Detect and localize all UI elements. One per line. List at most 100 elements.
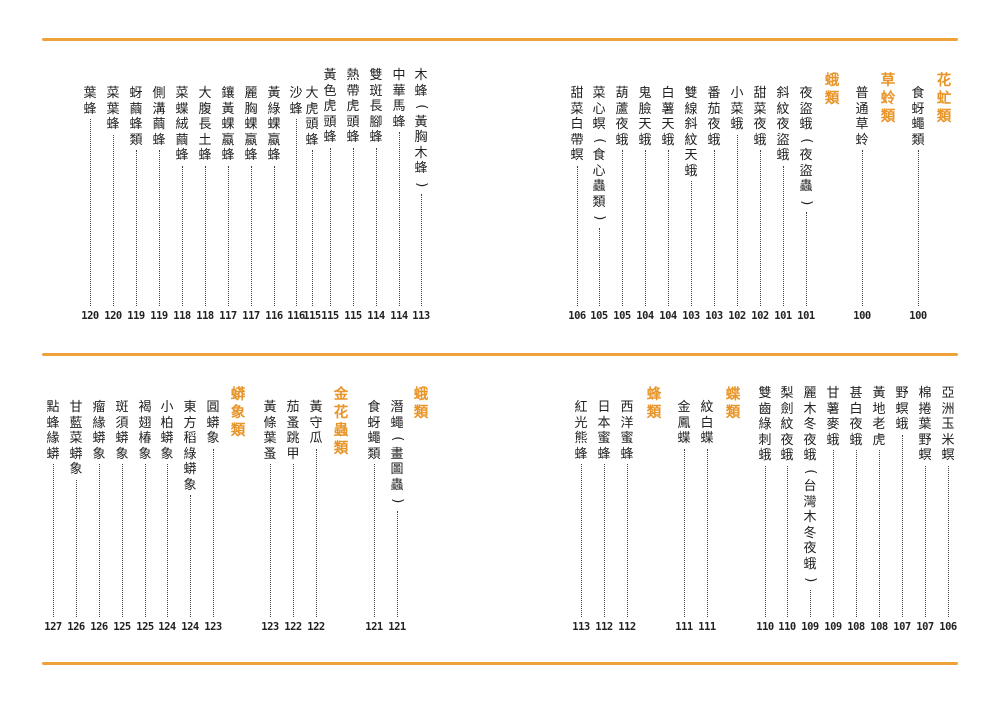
toc-entry[interactable]: 紅光熊蜂 113 bbox=[571, 400, 591, 633]
toc-entry[interactable]: 點蜂緣蟒 127 bbox=[43, 400, 63, 633]
entry-title: 大虎頭蜂 bbox=[305, 86, 319, 148]
toc-entry[interactable]: 茄蚤跳甲 122 bbox=[283, 400, 303, 633]
toc-entry[interactable]: 葉蜂 120 bbox=[80, 86, 100, 322]
page-number: 103 bbox=[682, 310, 700, 322]
toc-entry[interactable]: 中華馬蜂 114 bbox=[389, 68, 409, 322]
page-number: 116 bbox=[287, 310, 305, 322]
toc-entry[interactable]: 麗木冬夜蛾(台灣木冬夜蛾) 109 bbox=[800, 386, 820, 633]
entry-title: 黃條葉蚤 bbox=[263, 400, 277, 462]
page-number: 125 bbox=[113, 621, 131, 633]
entry-title: 甚白夜蛾 bbox=[849, 386, 863, 448]
toc-entry[interactable]: 黃地老虎 108 bbox=[869, 386, 889, 633]
toc-entry[interactable]: 甘薯麥蛾 109 bbox=[823, 386, 843, 633]
toc-entry[interactable]: 熱帶虎頭蜂 115 bbox=[343, 68, 363, 322]
dot-leader bbox=[315, 448, 317, 617]
dot-leader bbox=[181, 165, 183, 306]
toc-entry[interactable]: 東方稻綠蟒象 124 bbox=[180, 400, 200, 633]
toc-entry[interactable]: 食蚜蠅類 121 bbox=[364, 400, 384, 633]
dot-leader bbox=[212, 448, 214, 617]
toc-entry[interactable]: 雙線斜紋天蛾 103 bbox=[681, 86, 701, 322]
toc-entry[interactable]: 鑲黃蜾蠃蜂 117 bbox=[218, 86, 238, 322]
entry-title: 鑲黃蜾蠃蜂 bbox=[221, 86, 235, 163]
dot-leader bbox=[947, 465, 949, 617]
toc-entry[interactable]: 白薯天蛾 104 bbox=[658, 86, 678, 322]
toc-entry[interactable]: 斑須蟒象 125 bbox=[112, 400, 132, 633]
toc-entry[interactable]: 小菜蛾 102 bbox=[727, 86, 747, 322]
toc-entry[interactable]: 紋白蝶 111 bbox=[697, 400, 717, 633]
toc-entry[interactable]: 菜蝶絨繭蜂 118 bbox=[172, 86, 192, 322]
toc-entry[interactable]: 甜菜白帶螟 106 bbox=[567, 86, 587, 322]
dot-leader bbox=[273, 165, 275, 306]
section-heading: 蛾類 bbox=[413, 387, 429, 421]
toc-entry[interactable]: 黃守瓜 122 bbox=[306, 400, 326, 633]
toc-entry[interactable]: 大虎頭蜂 115 bbox=[302, 86, 322, 322]
page-number: 119 bbox=[127, 310, 145, 322]
dot-leader bbox=[269, 464, 271, 617]
toc-entry[interactable]: 番茄夜蛾 103 bbox=[704, 86, 724, 322]
page-number: 114 bbox=[367, 310, 385, 322]
dot-leader bbox=[352, 147, 354, 306]
toc-entry[interactable]: 甘藍菜蟒象 126 bbox=[66, 400, 86, 633]
toc-entry[interactable]: 蚜繭蜂類 119 bbox=[126, 86, 146, 322]
entry-title: 黃守瓜 bbox=[309, 400, 323, 446]
entry-title: 潛蠅(畫圖蟲) bbox=[389, 400, 405, 504]
toc-entry[interactable]: 菜葉蜂 120 bbox=[103, 86, 123, 322]
toc-entry[interactable]: 側溝繭蜂 119 bbox=[149, 86, 169, 322]
toc-entry[interactable]: 黃色虎頭蜂 115 bbox=[320, 68, 340, 322]
page-number: 123 bbox=[204, 621, 222, 633]
page-number: 109 bbox=[801, 621, 819, 633]
dot-leader bbox=[135, 150, 137, 306]
toc-entry[interactable]: 黃綠蜾蠃蜂 116 bbox=[264, 86, 284, 322]
dot-leader bbox=[121, 464, 123, 617]
toc-entry[interactable]: 麗胸蜾蠃蜂 117 bbox=[241, 86, 261, 322]
toc-entry[interactable]: 金鳳蝶 111 bbox=[674, 400, 694, 633]
toc-entry[interactable]: 圓蟒象 123 bbox=[203, 400, 223, 633]
entry-title: 菜心螟(食心蟲類) bbox=[591, 86, 607, 221]
page-number: 110 bbox=[778, 621, 796, 633]
toc-entry[interactable]: 雙斑長腳蜂 114 bbox=[366, 68, 386, 322]
toc-entry[interactable]: 日本蜜蜂 112 bbox=[594, 400, 614, 633]
toc-entry[interactable]: 甜菜夜蛾 102 bbox=[750, 86, 770, 322]
toc-entry[interactable]: 梨劍紋夜蛾 110 bbox=[777, 386, 797, 633]
page-number: 111 bbox=[675, 621, 693, 633]
toc-entry[interactable]: 潛蠅(畫圖蟲) 121 bbox=[387, 400, 407, 633]
toc-entry[interactable]: 斜紋夜盜蛾 101 bbox=[773, 86, 793, 322]
page-number: 125 bbox=[136, 621, 154, 633]
toc-entry[interactable]: 食蚜蠅類 100 bbox=[908, 86, 928, 322]
page-number: 120 bbox=[81, 310, 99, 322]
toc-entry[interactable]: 沙蜂 116 bbox=[286, 86, 306, 322]
page-number: 118 bbox=[173, 310, 191, 322]
dot-leader bbox=[809, 589, 811, 617]
entry-title: 雙線斜紋天蛾 bbox=[684, 86, 698, 179]
toc-entry[interactable]: 鬼臉天蛾 104 bbox=[635, 86, 655, 322]
toc-entry[interactable]: 大腹長土蜂 118 bbox=[195, 86, 215, 322]
dot-leader bbox=[580, 464, 582, 617]
dot-leader bbox=[861, 150, 863, 306]
toc-entry[interactable]: 西洋蜜蜂 112 bbox=[617, 400, 637, 633]
toc-entry[interactable]: 亞洲玉米螟 106 bbox=[938, 386, 958, 633]
toc-entry[interactable]: 甚白夜蛾 108 bbox=[846, 386, 866, 633]
toc-entry[interactable]: 小柏蟒象 124 bbox=[157, 400, 177, 633]
dot-leader bbox=[901, 434, 903, 617]
toc-entry[interactable]: 瘤緣蟒象 126 bbox=[89, 400, 109, 633]
toc-entry[interactable]: 木蜂(黃胸木蜂) 113 bbox=[411, 68, 431, 322]
toc-entry[interactable]: 葫蘆夜蛾 105 bbox=[612, 86, 632, 322]
toc-entry[interactable]: 雙齒綠刺蛾 110 bbox=[755, 386, 775, 633]
page-number: 117 bbox=[242, 310, 260, 322]
toc-entry[interactable]: 菜心螟(食心蟲類) 105 bbox=[589, 86, 609, 322]
page-number: 105 bbox=[590, 310, 608, 322]
dot-leader bbox=[621, 150, 623, 306]
dot-leader bbox=[855, 450, 857, 617]
section-heading: 花虻類 bbox=[936, 73, 952, 125]
toc-entry[interactable]: 棉捲葉野螟 107 bbox=[915, 386, 935, 633]
toc-entry[interactable]: 夜盜蛾(夜盜蟲) 101 bbox=[796, 86, 816, 322]
dot-leader bbox=[690, 181, 692, 306]
toc-entry[interactable]: 普通草蛉 100 bbox=[852, 86, 872, 322]
page-number: 114 bbox=[390, 310, 408, 322]
toc-entry[interactable]: 野螟蛾 107 bbox=[892, 386, 912, 633]
toc-entry[interactable]: 黃條葉蚤 123 bbox=[260, 400, 280, 633]
dot-leader bbox=[75, 479, 77, 617]
page-number: 120 bbox=[104, 310, 122, 322]
toc-entry[interactable]: 褐翅椿象 125 bbox=[135, 400, 155, 633]
dot-leader bbox=[598, 227, 600, 306]
